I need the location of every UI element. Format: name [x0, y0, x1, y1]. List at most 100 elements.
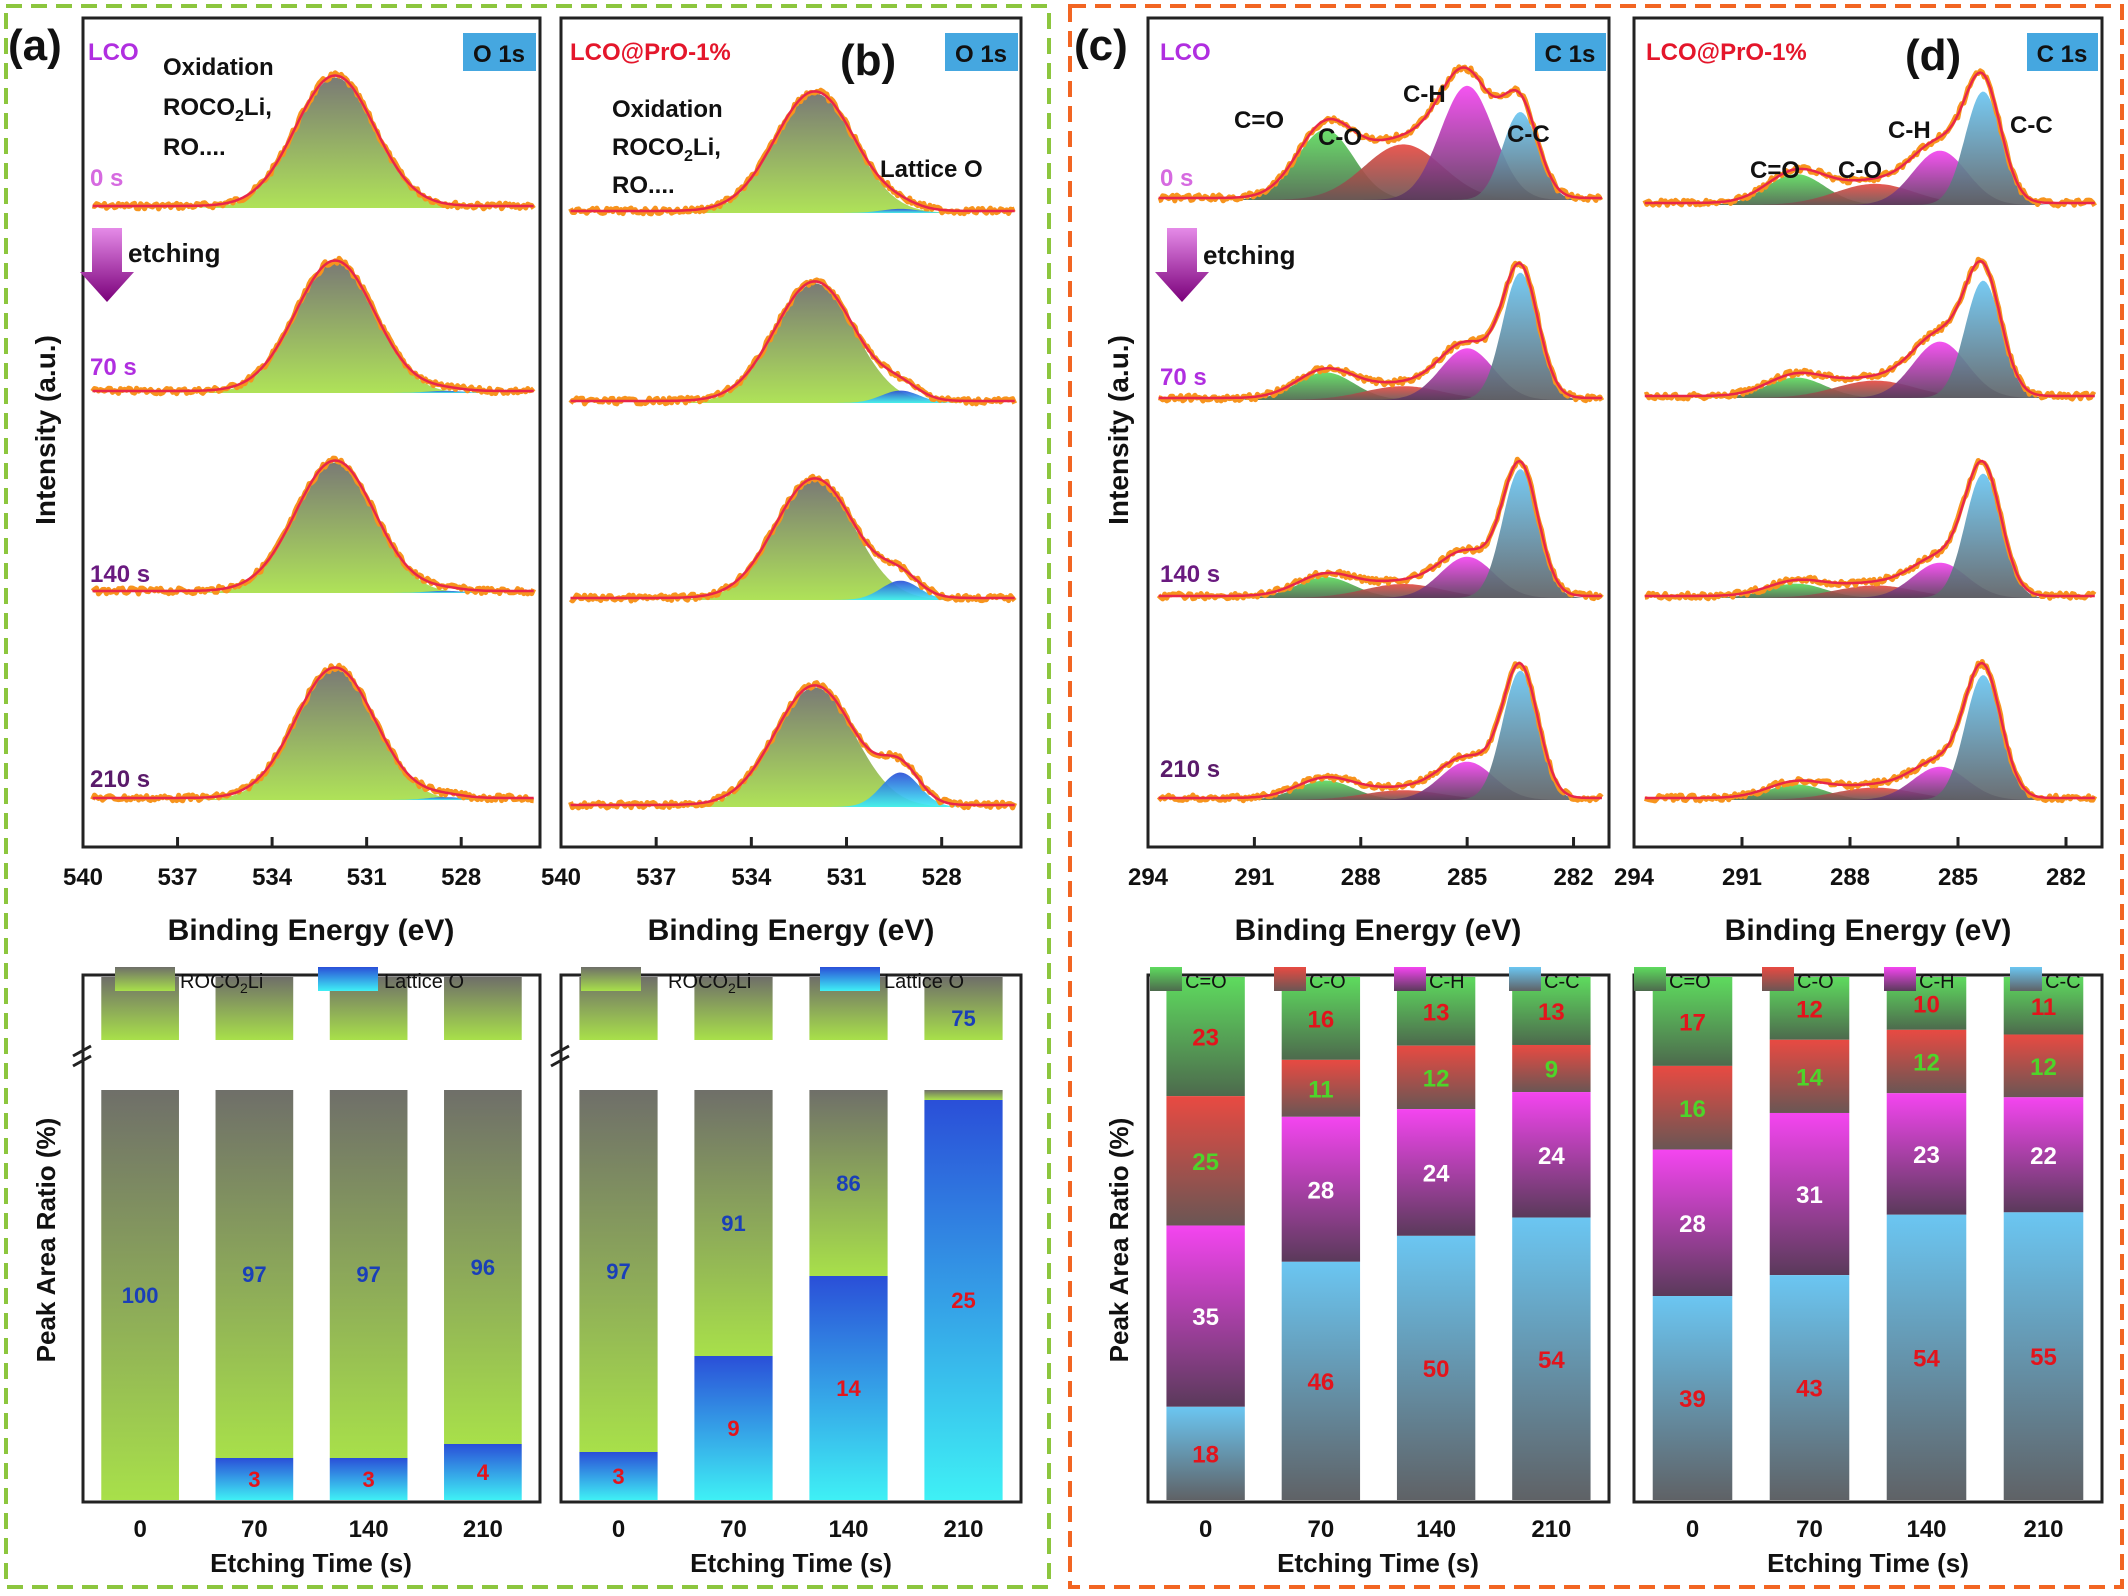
- x-label-top-c: Binding Energy (eV): [1235, 914, 1522, 947]
- bar-stub-a-3: [444, 977, 522, 1040]
- legend-a-lattice-swatch: [318, 967, 378, 991]
- x-tick-label-d-2: 288: [1830, 864, 1870, 891]
- bar-x-label-c-3: 210: [1531, 1516, 1571, 1543]
- peak-c-1-c-c: [1158, 272, 1602, 400]
- envelope-a-3: [92, 666, 534, 800]
- peak-label-c-co: C-O: [1318, 124, 1362, 151]
- bar-label-roco2li-b-3: 75: [951, 1006, 975, 1031]
- bar-roco2li-a-1: [215, 1090, 294, 1458]
- envelope-c-0: [1158, 66, 1602, 200]
- bar-x-label-d-0: 0: [1686, 1516, 1699, 1543]
- bar-stub-b-3: [924, 977, 1003, 1040]
- y-label-top-c: Intensity (a.u.): [1103, 335, 1134, 525]
- bar-c-h-d-3: [2003, 1097, 2084, 1213]
- bar-label-c-h-c-2: 24: [1423, 1160, 1450, 1187]
- badge-c: C 1s: [1545, 41, 1596, 68]
- x-tick-label-d-3: 285: [1938, 864, 1978, 891]
- legend-d-cc: C-C: [2045, 971, 2081, 993]
- peak-c-3-c-c: [1158, 670, 1602, 800]
- peak-a-3-roco2li: [92, 669, 534, 800]
- left-group-border: [4, 4, 1051, 1589]
- bar-label-c-c-d-3: 55: [2030, 1344, 2057, 1371]
- bar-x-label-a-0: 0: [133, 1516, 146, 1543]
- bar-x-label-c-2: 140: [1416, 1516, 1456, 1543]
- bar-c-c-c-1: [1281, 1261, 1361, 1500]
- envelope-d-1: [1644, 259, 2095, 398]
- sample-label-c: LCO: [1160, 39, 1211, 66]
- bar-label-roco2li-a-1: 97: [242, 1262, 266, 1287]
- bar-label-c-h-c-0: 35: [1192, 1304, 1219, 1331]
- envelope-b-2: [570, 477, 1015, 600]
- bar-label-lattice-b-1: 9: [727, 1416, 739, 1441]
- legend-b-lattice-swatch: [820, 967, 880, 991]
- peak-d-2-c-c: [1644, 473, 2095, 598]
- x-label-top-b: Binding Energy (eV): [648, 914, 935, 947]
- peak-a-1-roco2li: [92, 262, 534, 393]
- bar-label-c-h-c-1: 28: [1308, 1177, 1335, 1204]
- bar-c-h-d-2: [1886, 1093, 1967, 1215]
- peak-c-2-c-c: [1158, 469, 1602, 598]
- bar-label-ceqo-c-0: 23: [1192, 1025, 1219, 1052]
- bar-c-o-c-0: [1166, 1096, 1245, 1226]
- bar-lattice-b-1: [694, 1356, 773, 1500]
- raw-data-b-3: [568, 680, 1018, 811]
- annotation-b-ro: RO....: [612, 172, 675, 199]
- legend-d-ch: C-H: [1919, 971, 1955, 993]
- bar-c-c-d-3: [2003, 1212, 2084, 1500]
- peak-label-d-ceo: C=O: [1750, 157, 1800, 184]
- envelope-c-3: [1158, 661, 1602, 800]
- sample-label-b: LCO@PrO-1%: [570, 39, 731, 66]
- bar-x-label-a-3: 210: [463, 1516, 503, 1543]
- bar-label-c-o-d-1: 14: [1796, 1064, 1823, 1091]
- peak-a-3-lattice-o: [92, 797, 534, 800]
- bar-label-c-c-c-0: 18: [1192, 1441, 1219, 1468]
- bar-label-c-o-c-1: 11: [1308, 1076, 1333, 1103]
- annotation-a-oxidation: Oxidation: [163, 54, 274, 81]
- bar-label-c-o-d-3: 12: [2030, 1054, 2057, 1081]
- bar-lattice-b-2: [809, 1276, 888, 1500]
- annotation-a-ro: RO....: [163, 134, 226, 161]
- bar-x-label-c-0: 0: [1199, 1516, 1212, 1543]
- bar-label-ceqo-d-3: 11: [2031, 994, 2056, 1021]
- envelope-a-2: [92, 459, 534, 593]
- bar-label-c-c-c-1: 46: [1308, 1369, 1335, 1396]
- bar-c-o-c-2: [1396, 1045, 1476, 1110]
- bar-label-c-o-d-2: 12: [1913, 1050, 1940, 1077]
- peak-label-d-cc: C-C: [2010, 112, 2053, 139]
- peak-b-2-lattice-o: [570, 580, 1015, 600]
- axis-break-b: [550, 1044, 570, 1068]
- legend-a-roco2li: ROCO2Li: [180, 971, 263, 996]
- peak-c-0-c-h: [1158, 85, 1602, 200]
- legend-d-ceo-swatch: [1634, 967, 1666, 991]
- x-label-bottom-d: Etching Time (s): [1767, 1548, 1969, 1578]
- x-label-bottom-b: Etching Time (s): [690, 1548, 892, 1578]
- bar-label-c-c-d-2: 54: [1913, 1345, 1940, 1372]
- sample-label-a: LCO: [88, 39, 139, 66]
- time-label-c-140: 140 s: [1160, 561, 1220, 588]
- x-tick-label-a-4: 528: [441, 864, 481, 891]
- etching-arrow-c: [1155, 228, 1209, 302]
- raw-data-d-1: [1643, 256, 2097, 402]
- legend-c-co: C-O: [1309, 971, 1346, 993]
- bar-roco2li-a-3: [444, 1090, 522, 1444]
- bar-label-lattice-a-1: 3: [248, 1467, 260, 1492]
- bar-roco2li-a-0: [101, 1090, 179, 1500]
- panel-letter-c: (c): [1074, 21, 1128, 70]
- peak-d-0-c-o: [1644, 183, 2095, 205]
- bar-label-lattice-b-3: 25: [951, 1288, 975, 1313]
- x-tick-label-c-2: 288: [1341, 864, 1381, 891]
- peak-label-d-co: C-O: [1838, 157, 1882, 184]
- bar-label-c-h-d-0: 28: [1679, 1211, 1706, 1238]
- bar-c-o-d-0: [1652, 1065, 1733, 1150]
- bar-roco2li-b-2: [809, 1090, 888, 1276]
- bar-label-lattice-b-2: 14: [836, 1376, 861, 1401]
- legend-b-roco2li: ROCO2Li: [668, 971, 751, 996]
- bar-x-label-b-0: 0: [612, 1516, 625, 1543]
- peak-c-0-c-c: [1158, 112, 1602, 200]
- panel-letter-a: (a): [8, 21, 62, 70]
- bar-label-c-c-d-1: 43: [1796, 1376, 1823, 1403]
- x-tick-label-c-4: 282: [1554, 864, 1594, 891]
- bar-stub-b-1: [694, 977, 773, 1040]
- bar-x-label-b-2: 140: [828, 1516, 868, 1543]
- bar-c-o-c-1: [1281, 1059, 1361, 1117]
